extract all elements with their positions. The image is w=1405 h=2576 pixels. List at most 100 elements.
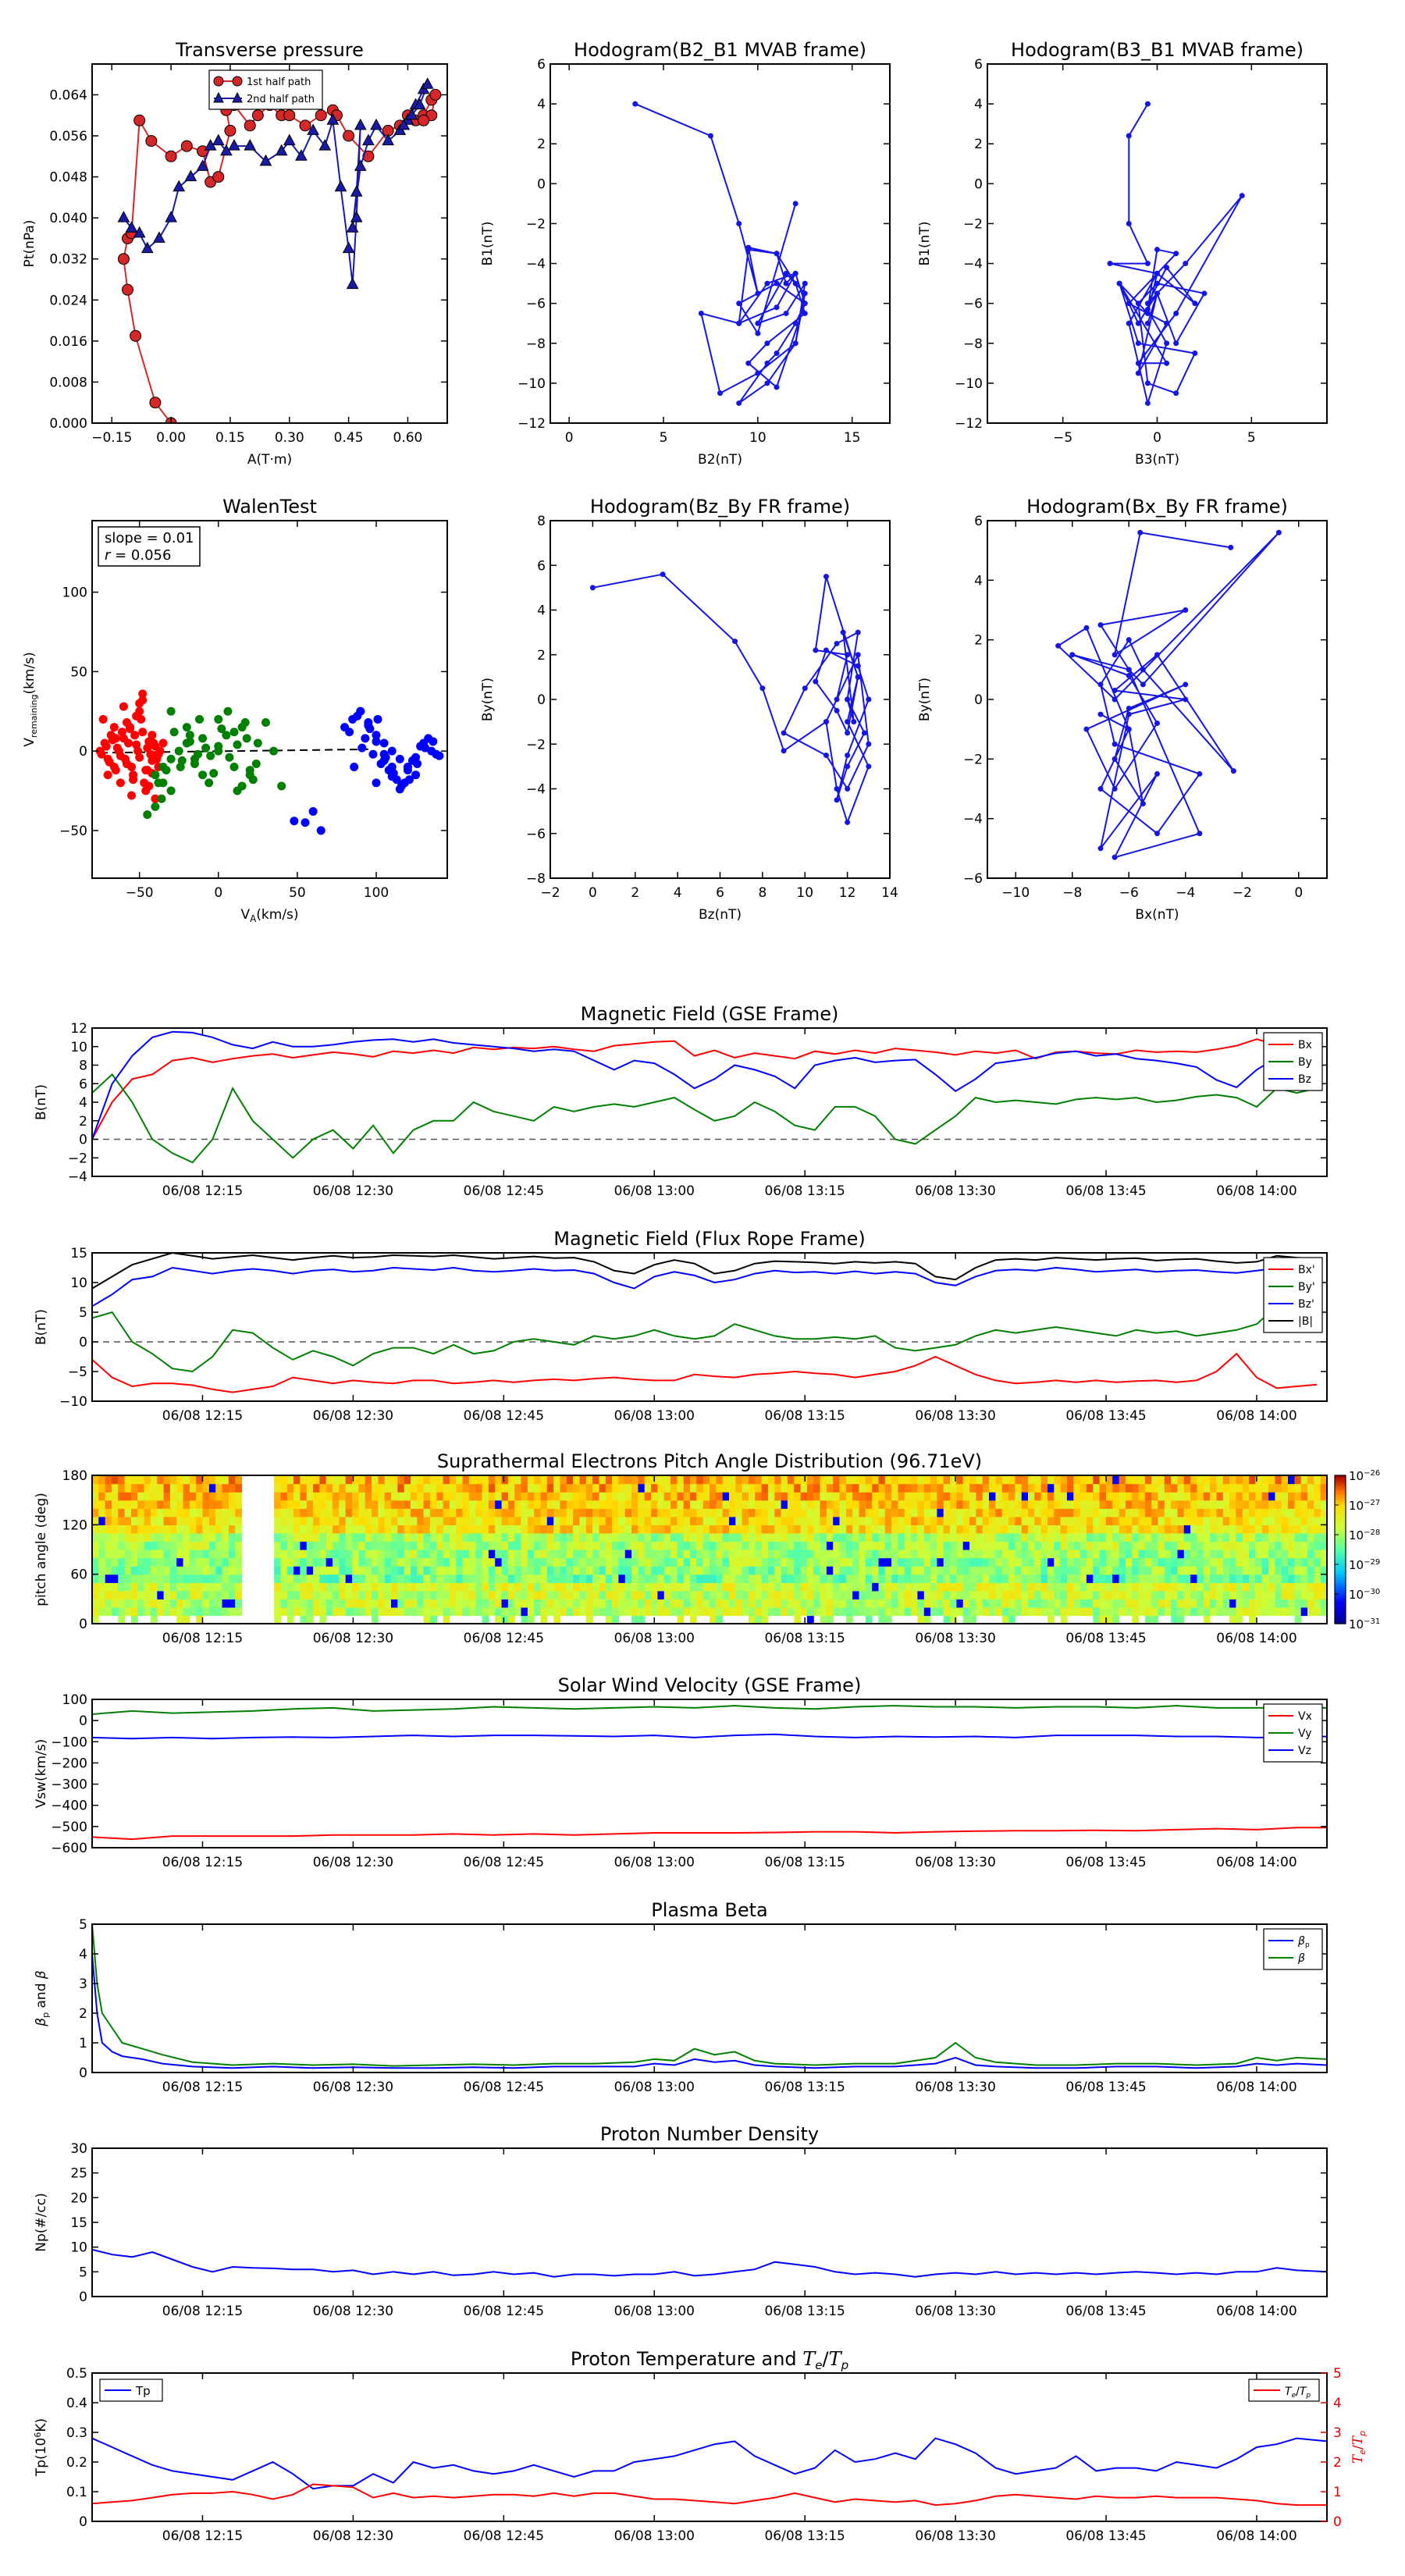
pitch-angle-distribution-cell [1268, 1582, 1275, 1592]
pitch-angle-distribution-cell [962, 1508, 970, 1517]
pitch-angle-distribution-cell [1320, 1566, 1327, 1575]
pitch-angle-distribution-cell [163, 1541, 171, 1550]
pitch-angle-distribution-cell [702, 1566, 710, 1575]
pitch-angle-distribution-cell [592, 1566, 599, 1575]
hodogram-bz-by-point [660, 571, 666, 578]
pitch-angle-distribution-cell [157, 1475, 165, 1485]
pitch-angle-distribution-cell [358, 1532, 366, 1542]
pitch-angle-distribution-cell [306, 1557, 314, 1567]
pitch-angle-distribution-cell [1236, 1532, 1243, 1542]
pitch-angle-distribution-cell [280, 1541, 288, 1550]
pitch-angle-distribution-cell [131, 1599, 138, 1608]
pitch-angle-distribution-cell [631, 1615, 638, 1624]
pitch-angle-distribution-cell [943, 1483, 951, 1493]
pitch-angle-distribution-cell [319, 1532, 327, 1542]
pitch-angle-distribution-cell [605, 1606, 613, 1617]
pitch-angle-distribution-cell [1034, 1566, 1042, 1575]
pitch-angle-distribution-cell [1093, 1541, 1101, 1550]
walen-test-annotation-box [98, 526, 201, 567]
pitch-angle-distribution-cell [98, 1516, 106, 1525]
pitch-angle-distribution-cell [755, 1508, 763, 1517]
pitch-angle-distribution-cell [436, 1525, 444, 1534]
pitch-angle-distribution-cell [1066, 1475, 1074, 1485]
pitch-angle-distribution-cell [306, 1508, 314, 1517]
pitch-angle-distribution-colorbar-segment [1335, 1539, 1346, 1543]
pitch-angle-distribution-cell [280, 1582, 288, 1592]
hodogram-bx-by-point [1197, 770, 1203, 777]
solar-wind-velocity-series-line-2 [92, 1733, 1327, 1740]
hodogram-bx-by-point [1183, 681, 1189, 688]
pitch-angle-distribution-colorbar-segment [1335, 1485, 1346, 1489]
pitch-angle-distribution-cell [1249, 1516, 1256, 1525]
pitch-angle-distribution-cell [845, 1606, 853, 1617]
pitch-angle-distribution-cell [742, 1508, 749, 1517]
pitch-angle-distribution-cell [333, 1590, 340, 1599]
pitch-angle-distribution-cell [566, 1599, 574, 1608]
pitch-angle-distribution-cell [884, 1566, 892, 1575]
pitch-angle-distribution-cell [495, 1606, 503, 1617]
pitch-angle-distribution-cell [956, 1516, 964, 1525]
pitch-angle-distribution-cell [806, 1557, 814, 1567]
pitch-angle-distribution-cell [1177, 1606, 1185, 1617]
pitch-angle-distribution-cell [592, 1492, 599, 1501]
hodogram-bx-by-point [1154, 720, 1160, 727]
pitch-angle-distribution-cell [112, 1483, 119, 1493]
pitch-angle-distribution-cell [878, 1599, 886, 1608]
pitch-angle-distribution-cell [839, 1541, 847, 1550]
pitch-angle-distribution-cell [215, 1557, 223, 1567]
pitch-angle-distribution-cell [222, 1606, 229, 1617]
pitch-angle-distribution-cell [859, 1525, 866, 1534]
pitch-angle-distribution-cell [950, 1483, 957, 1493]
pitch-angle-distribution-cell [1066, 1566, 1074, 1575]
pitch-angle-distribution-cell [365, 1525, 372, 1534]
pitch-angle-distribution-cell [579, 1599, 587, 1608]
pitch-angle-distribution-cell [774, 1508, 782, 1517]
pitch-angle-distribution-cell [482, 1590, 489, 1599]
walen-test-point [117, 728, 126, 737]
pitch-angle-distribution-cell [1177, 1483, 1185, 1493]
pitch-angle-distribution-cell [124, 1475, 132, 1485]
pitch-angle-distribution-cell [1229, 1492, 1236, 1501]
pitch-angle-distribution-cell [982, 1550, 990, 1559]
pitch-angle-distribution-cell [462, 1582, 470, 1592]
pitch-angle-distribution-cell [716, 1557, 724, 1567]
pitch-angle-distribution-cell [585, 1532, 593, 1542]
pitch-angle-distribution-cell [1268, 1516, 1275, 1525]
pitch-angle-distribution-cell [976, 1532, 984, 1542]
pitch-angle-distribution-cell [950, 1606, 957, 1617]
pitch-angle-distribution-cell [566, 1550, 574, 1559]
pitch-angle-distribution-cell [228, 1606, 236, 1617]
pitch-angle-distribution-cell [638, 1492, 646, 1501]
hodogram-bx-by-point [1112, 652, 1118, 658]
pitch-angle-distribution-cell [507, 1483, 515, 1493]
pitch-angle-distribution-cell [878, 1508, 886, 1517]
pitch-angle-distribution-cell [514, 1500, 522, 1509]
hodogram-b3-b1-ytick-label: −6 [963, 297, 983, 312]
hodogram-b2-b1-ytick-label: 6 [537, 57, 546, 73]
pitch-angle-distribution-cell [501, 1550, 509, 1559]
pitch-angle-distribution-cell [735, 1574, 743, 1583]
pitch-angle-distribution-cell [820, 1599, 827, 1608]
pitch-angle-distribution-cell [1080, 1599, 1087, 1608]
pitch-angle-distribution-cell [761, 1483, 769, 1493]
pitch-angle-distribution-cell [436, 1541, 444, 1550]
pitch-angle-distribution-cell [365, 1550, 372, 1559]
pitch-angle-distribution-cell [1080, 1483, 1087, 1493]
pitch-angle-distribution-cell [1229, 1532, 1236, 1542]
pitch-angle-distribution-cell [482, 1532, 489, 1542]
pitch-angle-distribution-cell [1099, 1475, 1107, 1485]
pitch-angle-distribution-cell [1066, 1483, 1074, 1493]
pitch-angle-distribution-cell [1158, 1582, 1165, 1592]
pitch-angle-distribution-cell [573, 1500, 580, 1509]
pitch-angle-distribution-cell [618, 1550, 626, 1559]
walen-test-point [122, 759, 131, 768]
pitch-angle-distribution-cell [585, 1606, 593, 1617]
pitch-angle-distribution-cell [1112, 1532, 1120, 1542]
pitch-angle-distribution-cell [663, 1606, 671, 1617]
pitch-angle-distribution-cell [826, 1492, 834, 1501]
pitch-angle-distribution-cell [930, 1574, 937, 1583]
pitch-angle-distribution-cell [521, 1492, 528, 1501]
pitch-angle-distribution-cell [969, 1550, 976, 1559]
pitch-angle-distribution-cell [1021, 1532, 1029, 1542]
pitch-angle-distribution-cell [540, 1525, 548, 1534]
